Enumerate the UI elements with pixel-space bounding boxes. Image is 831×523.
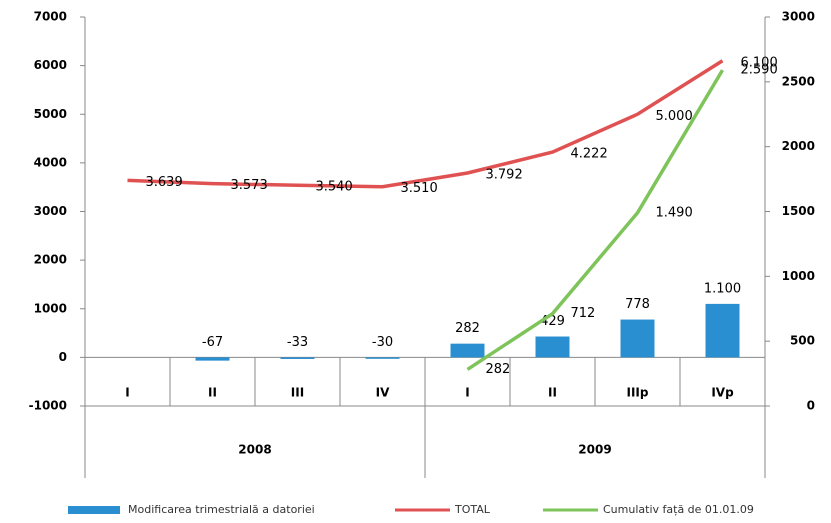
line-label: 3.510	[401, 181, 438, 196]
y-tick-label: 4000	[34, 155, 67, 169]
bar-label: 429	[540, 314, 565, 329]
line-label: 4.222	[571, 147, 608, 162]
group-label: 2009	[578, 443, 611, 457]
x-tick-label: II	[548, 386, 557, 400]
y2-tick-label: 2000	[782, 139, 815, 153]
y-tick-label: 5000	[34, 107, 67, 121]
bar	[280, 357, 315, 359]
x-tick-label: I	[465, 386, 469, 400]
group-label: 2008	[238, 443, 271, 457]
line-label: 3.639	[146, 175, 183, 190]
y2-tick-label: 0	[807, 399, 815, 413]
line-label: 712	[571, 306, 596, 321]
y2-tick-label: 3000	[782, 10, 815, 24]
bar-label: 282	[455, 321, 480, 336]
line-label: 3.540	[316, 180, 353, 195]
bar	[450, 343, 485, 358]
y2-tick-label: 500	[790, 334, 815, 348]
y2-tick-label: 1500	[782, 204, 815, 218]
bar	[365, 357, 400, 359]
legend-swatch	[68, 506, 120, 514]
legend-label: Modificarea trimestrială a datoriei	[128, 503, 315, 516]
y-tick-label: 7000	[34, 10, 67, 24]
legend-label: Cumulativ față de 01.01.09	[603, 503, 754, 516]
line-label: 3.573	[231, 178, 268, 193]
y-tick-label: 3000	[34, 204, 67, 218]
y-tick-label: 6000	[34, 58, 67, 72]
bar-label: -30	[372, 335, 393, 350]
y-tick-label: -1000	[29, 399, 67, 413]
line	[127, 59, 724, 189]
x-tick-label: IV	[376, 386, 390, 400]
bar	[195, 357, 230, 361]
y2-tick-label: 1000	[782, 269, 815, 283]
line	[466, 69, 725, 371]
line-label: 6.100	[741, 55, 778, 70]
x-tick-label: III	[291, 386, 304, 400]
line-label: 2.590	[741, 63, 778, 78]
bar-label: -33	[287, 335, 308, 350]
line-label: 282	[486, 362, 511, 377]
line-label: 1.490	[656, 205, 693, 220]
y-tick-label: 1000	[34, 301, 67, 315]
x-tick-label: I	[125, 386, 129, 400]
bar-label: 778	[625, 297, 650, 312]
line-label: 3.792	[486, 167, 523, 182]
bar-label: 1.100	[704, 281, 741, 296]
x-tick-label: IIIp	[627, 386, 649, 400]
x-tick-label: II	[208, 386, 217, 400]
y2-tick-label: 2500	[782, 74, 815, 88]
bar-label: -67	[202, 335, 223, 350]
x-tick-label: IVp	[711, 386, 734, 400]
bar	[535, 336, 570, 358]
y-tick-label: 0	[59, 350, 67, 364]
y-tick-label: 2000	[34, 253, 67, 267]
bar	[620, 319, 655, 358]
bar	[705, 303, 740, 358]
line-label: 5.000	[656, 109, 693, 124]
legend-label: TOTAL	[454, 503, 491, 516]
